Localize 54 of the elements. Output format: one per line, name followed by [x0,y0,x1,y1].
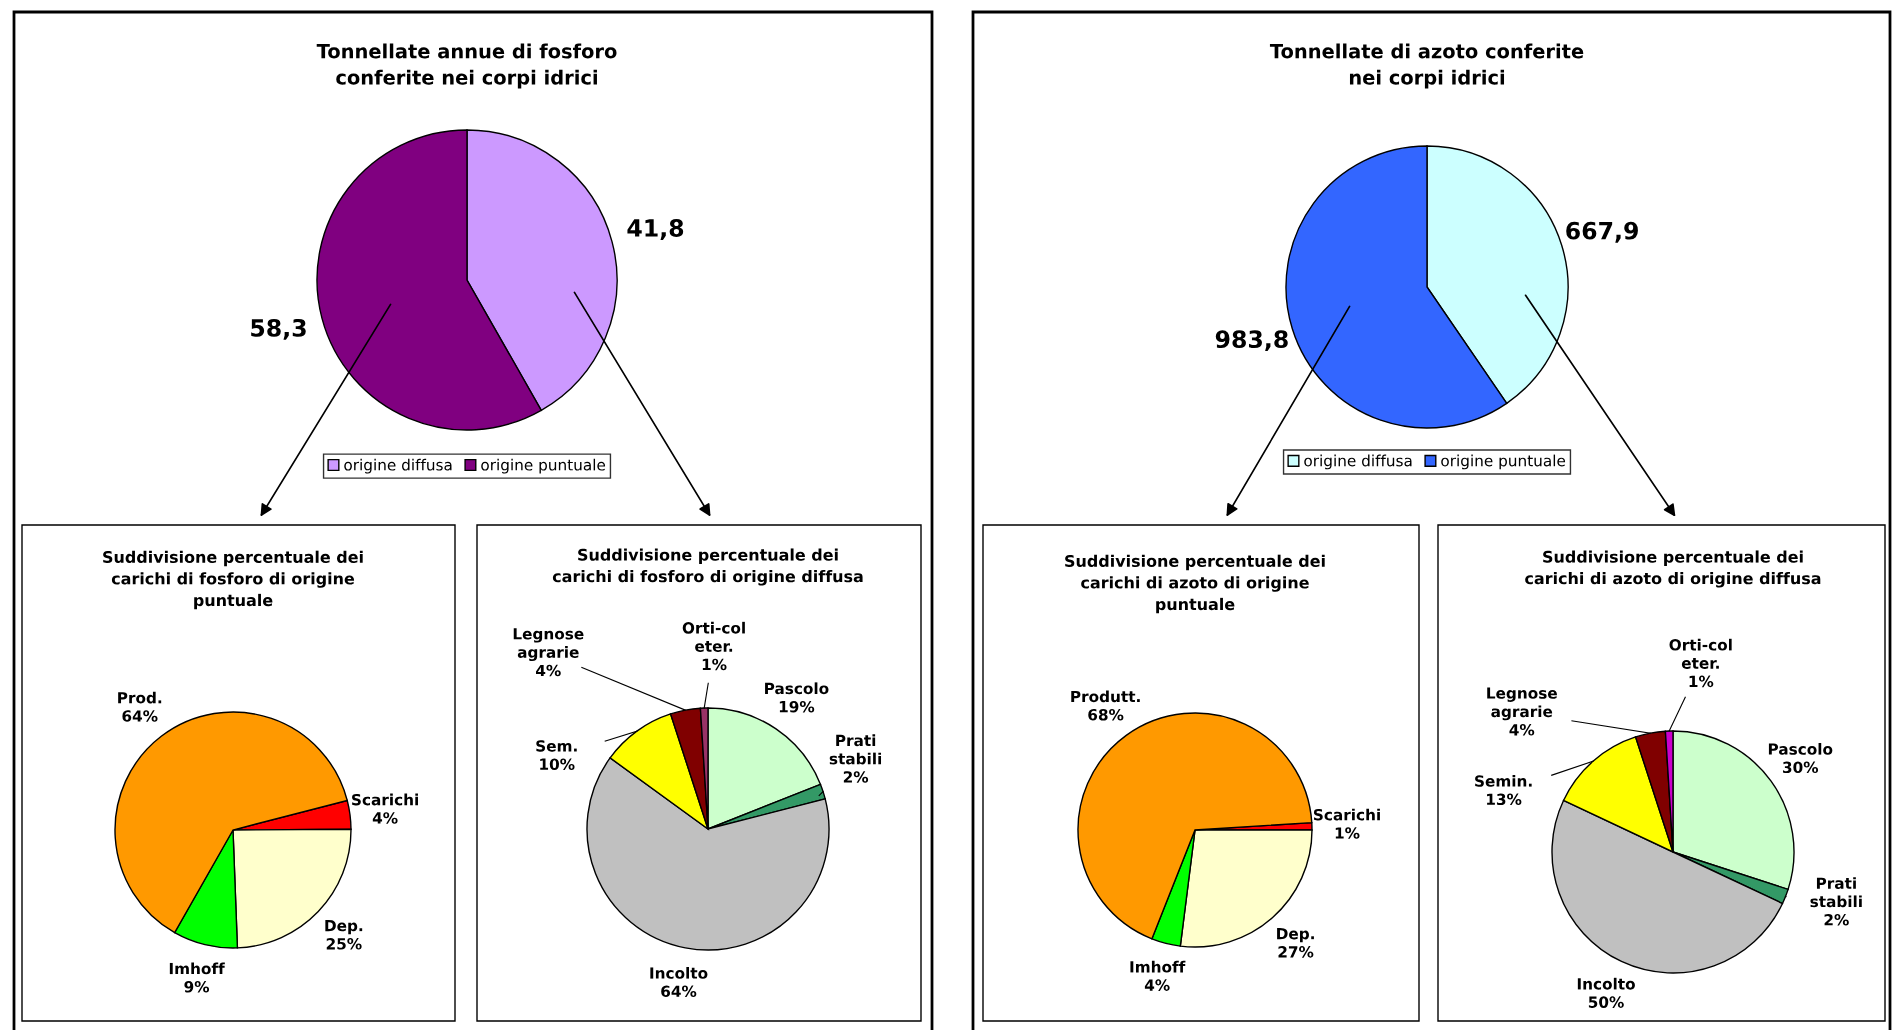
chart-title: Tonnellate annue di fosforo conferite nei corpi idrici [316,43,617,89]
data-label: 41,8 [627,219,684,240]
data-label: 9% [184,981,210,993]
data-label: 1% [1689,675,1714,688]
slice-label: Orti-col eter. [682,621,745,652]
chart-title: Suddivisione percentuale dei carichi di azoto di origine puntuale [1065,554,1325,614]
data-label: 2% [1824,913,1849,926]
legend-label: origine puntuale [481,458,606,474]
legend-label: origine diffusa [1304,454,1412,470]
legend-label: Sem. [536,740,577,752]
legend-label: Prati stabili [1810,877,1862,908]
slice-label: Produtt. [1071,690,1140,703]
data-label: 4% [536,664,561,677]
slice-label: Semin. [1475,774,1532,787]
data-label: 667,9 [1566,221,1638,243]
slice-label: Dep. [325,919,363,935]
data-label: 2% [843,771,869,783]
slice-label: Incolto [650,966,708,979]
data-label: 68% [1088,708,1124,721]
slice-label: Dep. [1277,928,1314,943]
slice-label: Scarichi [1313,808,1380,821]
slice-label: Prati stabili [829,734,882,765]
data-label: 1% [702,658,727,671]
data-label: 25% [326,938,362,950]
slice-label: Legnose agrarie [1487,687,1557,721]
data-label: 13% [1487,793,1522,806]
chart-title: Tonnellate di azoto conferite nei corpi idrici [1269,43,1584,89]
data-label: 4% [372,812,398,824]
data-label: 50% [1588,996,1624,1008]
legend-label: origine puntuale [1441,454,1566,470]
data-label: 19% [779,700,815,713]
slice-label: Orti-col eter. [1669,638,1732,669]
chart-title: Suddivisione percentuale dei carichi di fosforo di origine diffusa [552,548,863,586]
data-label: 27% [1278,946,1314,958]
data-label: 30% [1783,761,1819,774]
slice-label: Incolto [1577,977,1635,990]
data-label: 58,3 [251,318,306,340]
data-label: 64% [661,985,697,998]
legend-label: origine diffusa [344,458,452,474]
slice-label: Legnose agrarie [513,628,584,661]
data-label: 1% [1335,827,1360,839]
slice-label: Imhoff [1130,960,1186,973]
data-label: 983,8 [1215,330,1288,352]
data-label: 4% [1509,724,1535,736]
slice-label: Scarichi [352,793,418,806]
data-label: 64% [122,710,158,722]
data-label: 4% [1144,979,1170,991]
chart-title: Suddivisione percentuale dei carichi di fosforo di origine puntuale [103,550,363,610]
slice-label: Prod. [118,691,162,704]
slice-label: Imhoff [169,962,225,975]
data-label: 10% [540,758,575,770]
slice-label: Pascolo [1768,743,1833,755]
slice-label: Pascolo [765,682,829,695]
chart-title: Suddivisione percentuale dei carichi di azoto di origine diffusa [1525,550,1821,588]
